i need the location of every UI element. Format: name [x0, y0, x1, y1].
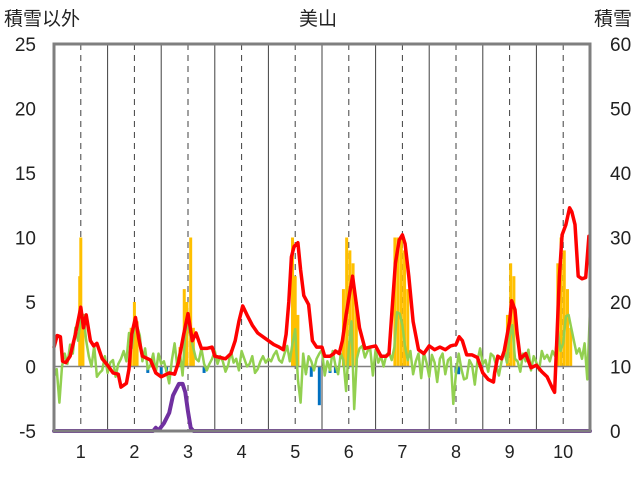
series-line — [52, 206, 591, 395]
bar — [348, 250, 352, 367]
bar — [81, 314, 85, 367]
x-tick-label: 8 — [451, 442, 461, 462]
right-tick-label: 30 — [610, 229, 631, 250]
x-tick-label: 4 — [237, 442, 247, 462]
bar — [333, 366, 337, 373]
line-series-group — [52, 206, 592, 433]
x-tick-label: 5 — [290, 442, 300, 462]
left-tick-label: 15 — [15, 164, 36, 185]
left-axis-ticks: -5 0 5 10 15 20 25 — [15, 35, 36, 443]
left-tick-label: -5 — [19, 422, 36, 443]
left-tick-label: 20 — [15, 100, 36, 121]
bar — [79, 237, 83, 367]
left-tick-label: 10 — [15, 229, 36, 250]
grid-lines — [80, 44, 564, 431]
right-tick-label: 10 — [610, 358, 631, 379]
bar — [354, 302, 358, 367]
left-axis-label: 積雪以外 — [4, 8, 80, 30]
right-axis-label: 積雪 — [594, 8, 632, 30]
right-tick-label: 60 — [610, 35, 631, 56]
bar — [565, 289, 569, 367]
bar — [185, 302, 189, 367]
bar — [393, 237, 397, 367]
right-tick-label: 50 — [610, 100, 631, 121]
bar — [396, 237, 400, 367]
x-tick-label: 9 — [505, 442, 515, 462]
bar — [135, 321, 139, 367]
bar — [399, 237, 403, 367]
x-tick-label: 3 — [183, 442, 193, 462]
bar — [189, 237, 193, 367]
bar — [293, 276, 297, 367]
bar — [296, 314, 300, 367]
bar — [159, 366, 163, 375]
x-tick-label: 6 — [344, 442, 354, 462]
series-line — [52, 381, 592, 433]
left-tick-label: 5 — [25, 293, 36, 314]
bar — [569, 327, 573, 367]
bar — [457, 366, 461, 375]
x-tick-label: 7 — [397, 442, 407, 462]
right-tick-label: 0 — [610, 422, 621, 443]
right-axis-ticks: 0 10 20 30 40 50 60 — [610, 35, 631, 443]
bar — [562, 250, 566, 367]
plot-frame — [52, 42, 592, 433]
chart-title: 美山 — [299, 8, 337, 30]
orange-bar-series — [78, 237, 573, 367]
right-tick-label: 40 — [610, 164, 631, 185]
bar — [406, 289, 410, 367]
x-tick-label: 1 — [76, 442, 86, 462]
bar — [403, 250, 407, 367]
bar — [559, 237, 563, 367]
bar — [317, 366, 321, 406]
x-axis-ticks: 1 2 3 4 5 6 7 8 9 10 — [76, 442, 573, 462]
bar — [309, 366, 313, 377]
bar — [291, 237, 295, 367]
left-tick-label: 0 — [25, 358, 36, 379]
x-tick-label: 10 — [553, 442, 573, 462]
left-tick-label: 25 — [15, 35, 36, 56]
bar — [202, 366, 206, 373]
right-tick-label: 20 — [610, 293, 631, 314]
bar — [351, 263, 355, 367]
x-tick-label: 2 — [129, 442, 139, 462]
bar — [512, 276, 516, 367]
